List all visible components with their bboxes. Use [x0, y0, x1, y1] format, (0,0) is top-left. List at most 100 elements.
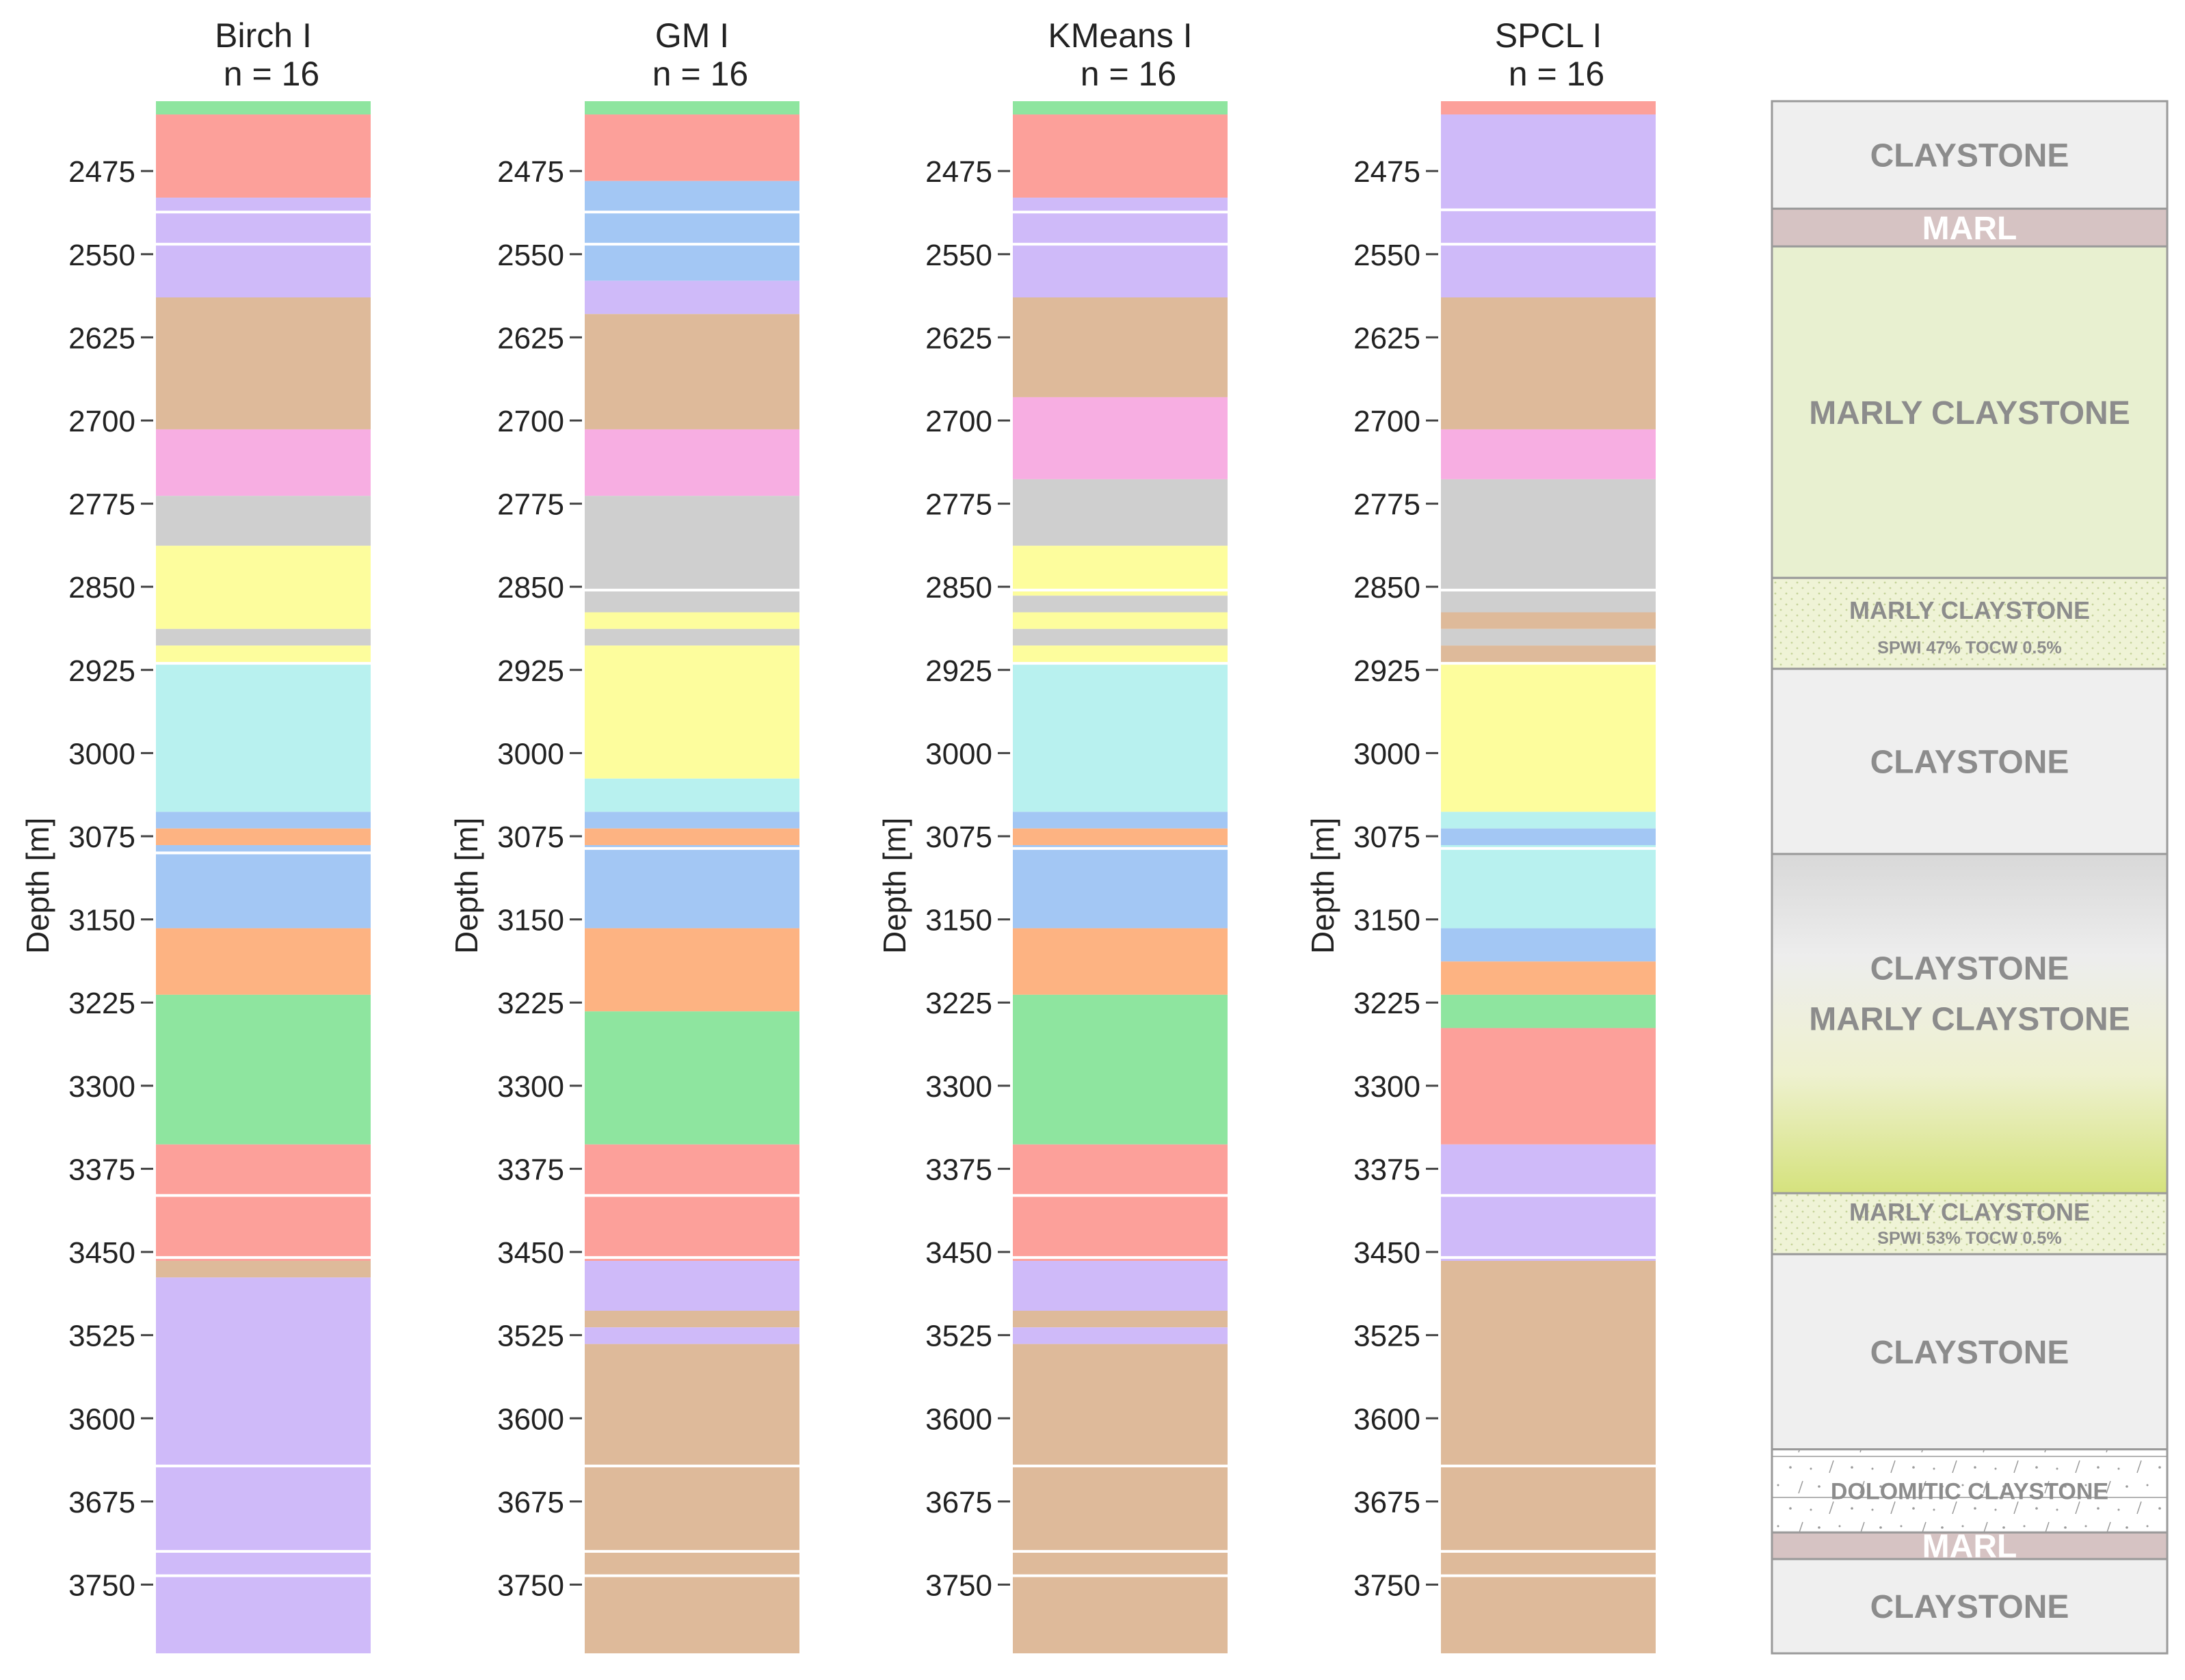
segment-yellow [585, 645, 799, 779]
lithology-label: CLAYSTONE [1870, 138, 2069, 174]
lithology-unit [1771, 1192, 2169, 1255]
y-tick-label: 3750 [497, 1569, 564, 1602]
segment-gray [585, 496, 799, 613]
segment-purple [156, 198, 371, 297]
y-tick-label: 3225 [925, 987, 992, 1020]
y-tick-label: 2550 [1353, 239, 1420, 272]
y-tick-label: 2625 [1353, 321, 1420, 355]
segment-purple [585, 1261, 799, 1311]
segment-orange [585, 828, 799, 845]
y-tick-label: 3150 [497, 904, 564, 937]
column-count: n = 16 [223, 55, 320, 93]
segment-yellow [1013, 546, 1228, 596]
y-tick-label: 3450 [1353, 1236, 1420, 1270]
y-tick-label: 3150 [68, 904, 135, 937]
segment-gray [1013, 596, 1228, 613]
column-name: SPCL I [1494, 16, 1602, 55]
y-axis: 2475 2550 2625 2700 2775 2850 2925 3000 3075 3150… [68, 155, 153, 1602]
segment-pink [585, 429, 799, 496]
segment-green [1441, 994, 1656, 1028]
lithology-unit [1771, 576, 2169, 670]
segment-tan [156, 1261, 371, 1278]
segment-red [156, 114, 371, 198]
segment-yellow [1013, 645, 1228, 663]
y-tick-label: 3075 [1353, 821, 1420, 854]
lithology-label: MARLY CLAYSTONE [1849, 596, 2090, 624]
segment-blue [1441, 828, 1656, 845]
y-tick-label: 3450 [497, 1236, 564, 1270]
segment-green [585, 1011, 799, 1145]
segment-pink [1441, 429, 1656, 479]
y-tick-label: 2775 [497, 488, 564, 522]
segment-yellow [585, 612, 799, 629]
segment-blue [156, 812, 371, 829]
y-tick-label: 2700 [497, 405, 564, 438]
y-tick-label: 2925 [1353, 654, 1420, 688]
segment-green [1013, 101, 1228, 115]
column-name: GM I [654, 16, 730, 55]
segment-purple [1441, 114, 1656, 297]
y-tick-label: 3750 [925, 1569, 992, 1602]
lithology-column: CLAYSTONE MARL MARLY CLAYSTONE MARLY CLAYST… [1771, 100, 2169, 1655]
segment-red [585, 114, 799, 181]
segment-pink [1013, 397, 1228, 479]
y-tick-label: 3000 [1353, 737, 1420, 771]
y-tick-label: 3000 [925, 737, 992, 771]
segment-blue [585, 181, 799, 281]
segment-yellow [1013, 612, 1228, 629]
y-tick-label: 2625 [68, 321, 135, 355]
column-4: 2475 2550 2625 2700 2775 2850 2925 3000 3075 3150… [1353, 101, 1656, 1653]
y-axis-label: Depth [m] [20, 817, 55, 954]
segment-purple [1013, 198, 1228, 297]
y-tick-label: 2775 [68, 488, 135, 522]
segment-purple [585, 1327, 799, 1344]
y-tick-label: 3750 [68, 1569, 135, 1602]
segment-gray [156, 496, 371, 546]
segment-cyan [1441, 812, 1656, 829]
column-1: 2475 2550 2625 2700 2775 2850 2925 3000 3075 3150… [68, 101, 371, 1653]
y-tick-label: 2850 [68, 571, 135, 604]
lithology-label: DOLOMITIC CLAYSTONE [1831, 1478, 2108, 1504]
y-axis: 2475 2550 2625 2700 2775 2850 2925 3000 3075 3150… [925, 155, 1010, 1602]
segment-purple [1441, 1144, 1656, 1262]
lithology-unit [1771, 1253, 2169, 1451]
segment-red [585, 1144, 799, 1262]
lithology-sublabel: SPWI 53% TOCW 0.5% [1877, 1229, 2062, 1248]
segment-gray [585, 628, 799, 646]
y-tick-label: 3525 [497, 1320, 564, 1353]
lithology-unit [1771, 667, 2169, 855]
segment-blue [156, 844, 371, 929]
y-tick-label: 2925 [68, 654, 135, 688]
lithology-label: CLAYSTONE [1870, 951, 2069, 987]
y-tick-label: 3000 [497, 737, 564, 771]
y-tick-label: 3075 [68, 821, 135, 854]
segment-red [1013, 1144, 1228, 1262]
y-axis-label: Depth [m] [1305, 817, 1340, 954]
y-tick-label: 2475 [925, 155, 992, 189]
segment-orange [585, 928, 799, 1012]
y-tick-label: 2475 [1353, 155, 1420, 189]
y-tick-label: 3225 [1353, 987, 1420, 1020]
y-tick-label: 2475 [497, 155, 564, 189]
segment-orange [156, 928, 371, 995]
lithology-unit [1771, 207, 2169, 248]
y-tick-label: 3375 [1353, 1153, 1420, 1186]
y-tick-label: 3375 [68, 1153, 135, 1186]
segment-red [1441, 101, 1656, 115]
lithology-unit [1771, 1558, 2169, 1655]
lithology-label: MARLY CLAYSTONE [1809, 1002, 2130, 1038]
segment-tan [1013, 297, 1228, 397]
y-tick-label: 3075 [497, 821, 564, 854]
segment-purple [1013, 1327, 1228, 1344]
segment-orange [1013, 828, 1228, 845]
lithology-unit [1771, 245, 2169, 579]
segment-gray [1441, 479, 1656, 613]
segment-gray [156, 628, 371, 646]
y-tick-label: 2700 [68, 405, 135, 438]
segment-cyan [1441, 844, 1656, 929]
segment-tan [585, 1310, 799, 1328]
segment-cyan [585, 778, 799, 812]
y-tick-label: 2700 [1353, 405, 1420, 438]
